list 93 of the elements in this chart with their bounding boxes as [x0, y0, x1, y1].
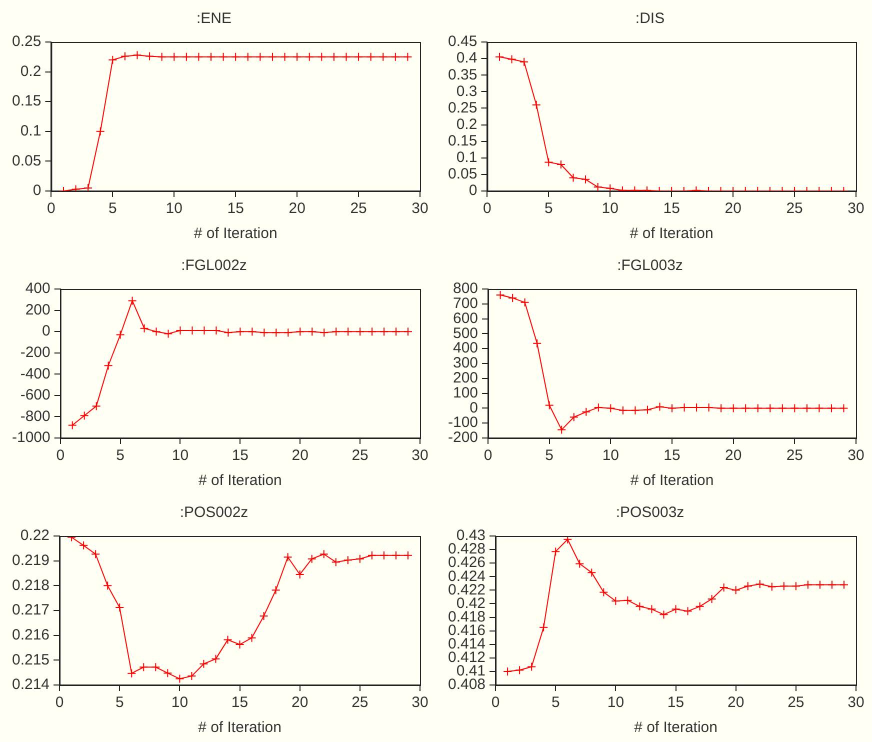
- x-tick-label: 20: [724, 200, 742, 218]
- x-tick-label: 15: [663, 200, 680, 218]
- y-tick-label: 0.2: [20, 62, 42, 80]
- x-axis-title: # of Iteration: [630, 472, 714, 490]
- y-tick-label: -1000: [12, 429, 50, 446]
- x-tick-label: 20: [292, 694, 308, 712]
- x-tick-label: 25: [786, 200, 803, 218]
- x-tick-label: 30: [412, 694, 428, 712]
- x-tick-label: 5: [115, 694, 124, 712]
- x-tick-label: 25: [352, 447, 368, 464]
- y-tick-label: -800: [20, 408, 50, 425]
- x-tick-label: 5: [545, 447, 554, 464]
- x-axis-title: # of Iteration: [194, 225, 278, 242]
- x-tick-label: 10: [602, 447, 620, 464]
- y-tick-label: -600: [20, 386, 50, 404]
- y-tick-label: 0: [468, 182, 478, 200]
- x-tick-label: 10: [171, 694, 188, 712]
- chart-title: :FGL002z: [181, 257, 247, 274]
- x-tick-label: 5: [551, 694, 560, 712]
- x-tick-label: 10: [172, 447, 189, 464]
- y-tick-label: 0: [32, 182, 42, 200]
- y-tick-label: -200: [448, 429, 478, 446]
- y-tick-label: 0.35: [448, 66, 478, 84]
- chart-title: :DIS: [635, 10, 665, 28]
- y-tick-label: 0: [42, 322, 50, 340]
- x-tick-label: 5: [108, 200, 117, 218]
- x-tick-label: 0: [56, 447, 65, 464]
- y-tick-label: -400: [20, 365, 50, 382]
- y-tick-label: 0.3: [456, 82, 478, 100]
- y-tick-label: 800: [452, 280, 478, 298]
- y-tick-label: 0.22: [20, 527, 50, 544]
- chart-title: :ENE: [196, 10, 232, 28]
- y-tick-label: 0.05: [448, 166, 478, 183]
- y-tick-label: 0.05: [12, 152, 42, 170]
- x-tick-label: 20: [292, 447, 308, 464]
- x-tick-label: 30: [848, 200, 864, 218]
- x-tick-label: 25: [786, 447, 804, 464]
- x-tick-label: 20: [728, 694, 744, 712]
- x-tick-label: 25: [352, 694, 368, 712]
- y-tick-label: 0.15: [12, 92, 42, 110]
- y-tick-label: 600: [452, 310, 478, 327]
- x-tick-label: 0: [55, 694, 64, 712]
- x-tick-label: 10: [602, 200, 618, 218]
- y-tick-label: 200: [452, 370, 478, 387]
- x-tick-label: 15: [232, 447, 249, 464]
- y-tick-label: 200: [25, 301, 50, 318]
- y-tick-label: 0.4: [456, 50, 478, 67]
- y-tick-label: 0.1: [20, 122, 42, 140]
- x-tick-label: 30: [412, 447, 428, 464]
- chart-title: :POS002z: [180, 504, 248, 522]
- x-axis-title: # of Iteration: [630, 225, 714, 242]
- y-tick-label: 0.45: [448, 33, 478, 50]
- x-tick-label: 30: [412, 200, 428, 218]
- x-tick-label: 20: [288, 200, 306, 218]
- x-axis-title: # of Iteration: [198, 472, 282, 490]
- x-tick-label: 25: [788, 694, 804, 712]
- y-tick-label: -100: [448, 414, 478, 432]
- y-tick-label: 0.217: [12, 602, 50, 619]
- y-tick-label: 700: [452, 295, 478, 312]
- y-tick-label: 0: [470, 399, 478, 416]
- y-tick-label: 100: [452, 384, 478, 402]
- y-tick-label: 300: [452, 354, 478, 372]
- x-tick-label: 15: [664, 447, 680, 464]
- y-tick-label: 0.214: [12, 676, 50, 694]
- x-tick-label: 15: [227, 200, 244, 218]
- y-tick-label: 0.219: [12, 552, 50, 569]
- y-tick-label: 0.215: [12, 651, 50, 668]
- y-tick-label: 400: [25, 280, 50, 298]
- y-tick-label: 500: [452, 324, 478, 342]
- x-tick-label: 25: [350, 200, 367, 218]
- x-tick-label: 0: [491, 694, 500, 712]
- y-tick-label: 0.216: [12, 626, 50, 644]
- x-tick-label: 20: [724, 447, 742, 464]
- y-tick-label: 400: [452, 340, 478, 357]
- y-tick-label: 0.2: [456, 116, 478, 133]
- x-tick-label: 5: [116, 447, 124, 464]
- x-tick-label: 10: [607, 694, 624, 712]
- x-axis-title: # of Iteration: [634, 719, 718, 736]
- x-tick-label: 10: [166, 200, 182, 218]
- chart-title: :FGL003z: [617, 257, 683, 274]
- x-axis-title: # of Iteration: [198, 719, 282, 736]
- y-tick-label: 0.1: [456, 149, 478, 166]
- y-tick-label: 0.218: [12, 576, 50, 594]
- y-tick-label: -200: [20, 344, 50, 361]
- x-tick-label: 30: [848, 447, 864, 464]
- y-tick-label: 0.25: [12, 33, 42, 50]
- x-tick-label: 15: [667, 694, 684, 712]
- x-tick-label: 15: [231, 694, 248, 712]
- x-tick-label: 5: [544, 200, 553, 218]
- y-tick-label: 0.25: [448, 99, 478, 116]
- y-tick-label: 0.15: [448, 132, 478, 150]
- chart-title: :POS003z: [616, 504, 684, 522]
- x-tick-label: 30: [848, 694, 864, 712]
